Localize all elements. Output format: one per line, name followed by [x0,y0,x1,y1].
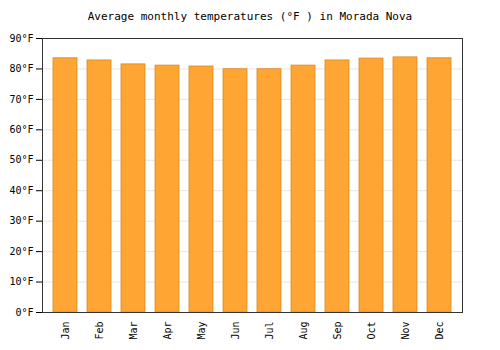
svg-text:90°F: 90°F [9,33,33,44]
svg-text:0°F: 0°F [15,307,33,318]
svg-text:50°F: 50°F [9,154,33,165]
svg-text:Jan: Jan [60,322,71,340]
svg-text:Oct: Oct [366,322,377,340]
svg-text:Feb: Feb [94,322,105,340]
svg-text:Nov: Nov [400,322,411,340]
svg-text:Sep: Sep [332,322,343,340]
svg-text:60°F: 60°F [9,124,33,135]
svg-text:10°F: 10°F [9,276,33,287]
html-text:Average monthly temperatures (: Average monthly temperatures (°F ) in Mo… [87,10,413,23]
svg-text:Apr: Apr [162,322,173,340]
svg-text:Jun: Jun [230,322,241,340]
svg-text:80°F: 80°F [9,63,33,74]
svg-text:Dec: Dec [434,322,445,340]
svg-text:30°F: 30°F [9,215,33,226]
svg-text:Aug: Aug [298,322,309,340]
svg-text:70°F: 70°F [9,94,33,105]
svg-text:40°F: 40°F [9,185,33,196]
svg-text:20°F: 20°F [9,246,33,257]
svg-text:May: May [196,322,207,340]
svg-text:Jul: Jul [264,322,275,340]
svg-text:Mar: Mar [128,322,139,340]
